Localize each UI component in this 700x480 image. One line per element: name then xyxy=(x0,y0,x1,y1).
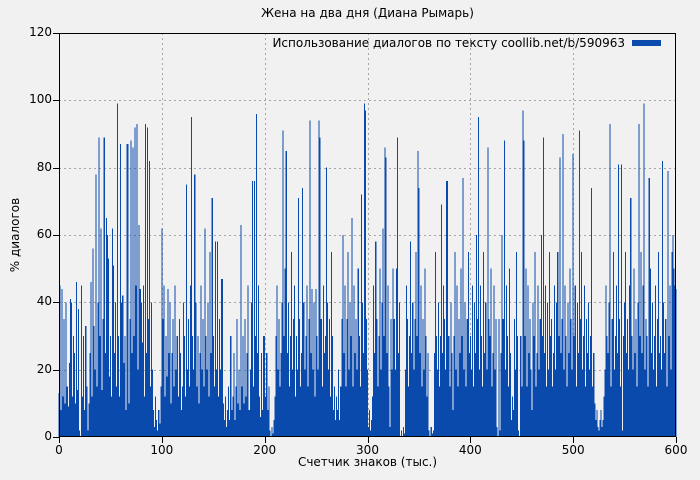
y-tick-label: 100 xyxy=(29,92,52,107)
legend-swatch xyxy=(632,39,661,46)
y-tick-label: 20 xyxy=(36,361,52,376)
chart-title: Жена на два дня (Диана Рымарь) xyxy=(261,6,474,20)
x-axis-title: Счетчик знаков (тыс.) xyxy=(297,455,438,469)
x-tick-label: 300 xyxy=(356,443,379,457)
x-tick-label: 400 xyxy=(458,443,482,457)
legend: Использование диалогов по тексту coollib… xyxy=(272,35,661,50)
x-tick-label: 0 xyxy=(55,443,63,457)
axis-ticks xyxy=(53,33,677,443)
x-tick-label: 500 xyxy=(561,443,585,457)
y-tick-label: 40 xyxy=(36,294,52,309)
x-tick-label: 200 xyxy=(253,443,277,457)
x-tick-label: 600 xyxy=(664,443,688,457)
y-tick-label: 120 xyxy=(29,25,52,39)
bars-series xyxy=(58,103,677,438)
x-tick-label: 100 xyxy=(150,443,174,457)
y-tick-label: 80 xyxy=(36,159,52,174)
y-tick-label: 60 xyxy=(36,227,52,241)
plot-area xyxy=(53,33,677,443)
legend-label: Использование диалогов по тексту coollib… xyxy=(272,35,625,50)
plot-frame xyxy=(59,33,676,437)
y-tick-label: 0 xyxy=(44,429,52,443)
